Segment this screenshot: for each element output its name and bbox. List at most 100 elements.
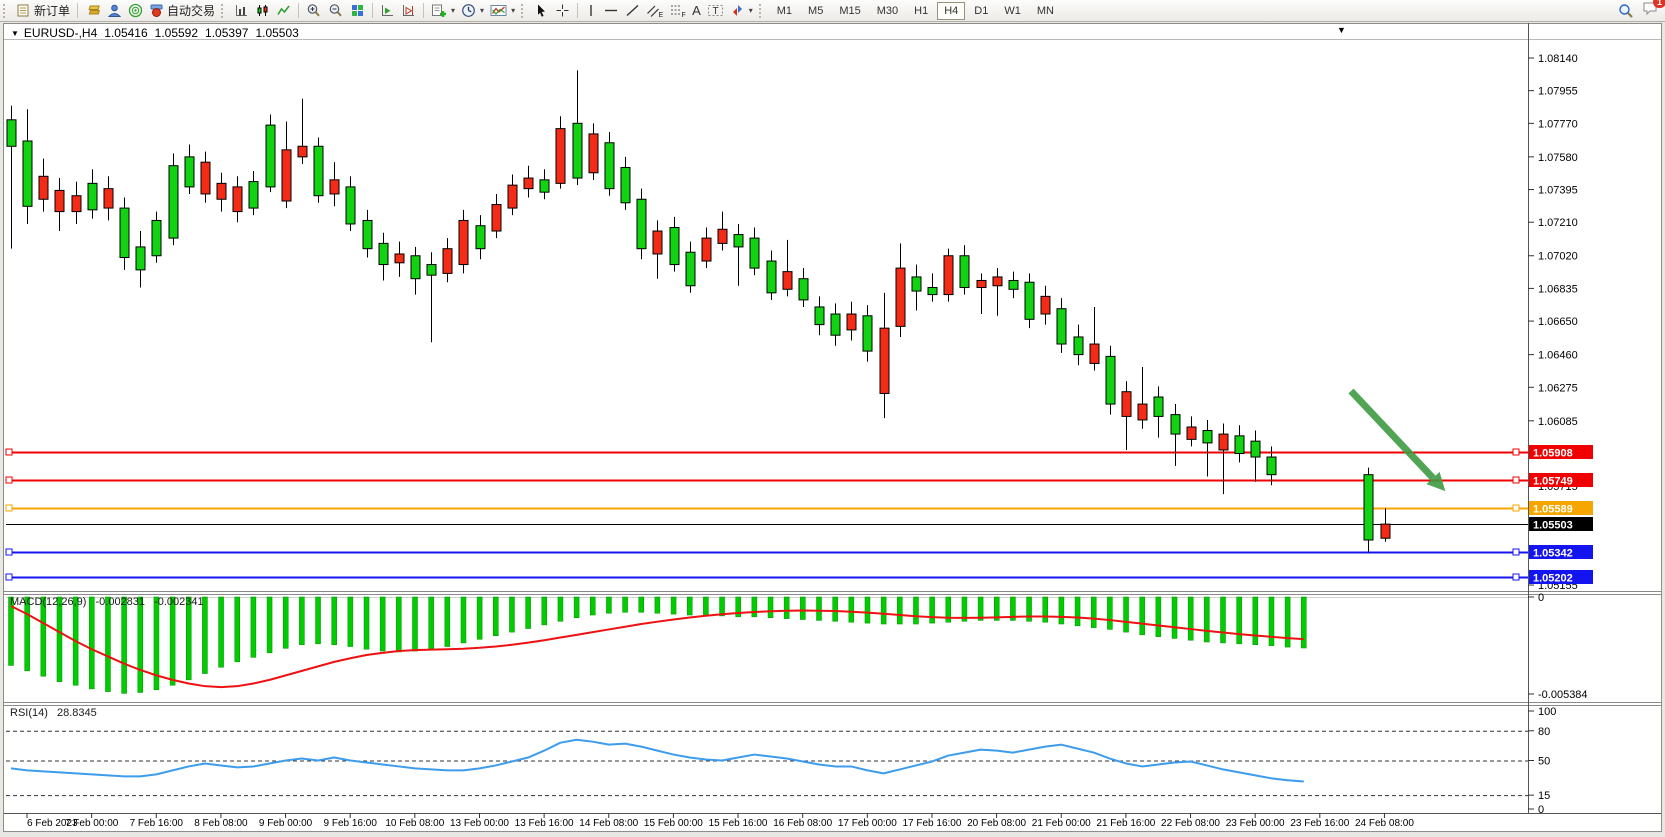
cursor-icon bbox=[538, 4, 546, 17]
timeframe-button-D1[interactable]: D1 bbox=[974, 4, 989, 17]
timeframe-group: M1 M5 M15 M30 H1 H4 D1 W1 MN bbox=[769, 1, 1062, 20]
chart-high-value: 1.05592 bbox=[154, 26, 199, 40]
trendline-button[interactable] bbox=[622, 1, 643, 20]
autotrade-label: 自动交易 bbox=[167, 4, 216, 18]
autotrade-button[interactable]: 自动交易 bbox=[146, 1, 218, 20]
market-watch-button[interactable] bbox=[82, 1, 104, 20]
line-chart-button[interactable] bbox=[273, 1, 294, 20]
chart-window bbox=[3, 23, 1662, 832]
svg-text:T: T bbox=[712, 6, 718, 17]
svg-text:F: F bbox=[682, 12, 686, 18]
tile-windows-icon bbox=[352, 5, 364, 16]
bar-chart-button[interactable] bbox=[231, 1, 252, 20]
rsi-value: 28.8345 bbox=[56, 707, 97, 719]
candlestick-icon bbox=[257, 5, 268, 16]
new-chart-button[interactable]: ▾ bbox=[428, 1, 458, 20]
auto-scroll-button[interactable] bbox=[377, 1, 398, 20]
dropdown-caret-icon: ▾ bbox=[480, 6, 485, 15]
toolbar-grip[interactable] bbox=[3, 3, 9, 18]
timeframe-button-M15[interactable]: M15 bbox=[839, 4, 861, 17]
accounts-button[interactable] bbox=[104, 1, 125, 20]
clock-icon bbox=[462, 4, 475, 17]
toolbar-grip[interactable] bbox=[521, 3, 527, 18]
zoom-out-icon bbox=[329, 4, 342, 17]
chart-low-value: 1.05397 bbox=[205, 26, 249, 40]
timeframe-button-M5[interactable]: M5 bbox=[808, 4, 824, 17]
timeframe-button-MN[interactable]: MN bbox=[1036, 4, 1054, 17]
rsi-indicator-label: RSI(14) 28.8345 bbox=[10, 707, 103, 719]
bar-chart-icon bbox=[236, 5, 248, 16]
fibonacci-button[interactable]: F bbox=[666, 1, 689, 20]
toolbar-grip[interactable] bbox=[221, 3, 227, 18]
dropdown-caret-icon: ▾ bbox=[511, 6, 516, 15]
indicators-icon bbox=[490, 5, 507, 16]
title-triangle-icon: ▼ bbox=[11, 28, 19, 38]
timeframe-button-H4[interactable]: H4 bbox=[937, 1, 966, 20]
trendline-icon bbox=[626, 4, 639, 17]
svg-text:E: E bbox=[659, 12, 664, 18]
toolbar-separator bbox=[298, 3, 300, 18]
crosshair-button[interactable] bbox=[552, 1, 573, 20]
main-toolbar: 新订单 自动交易 ▾ bbox=[0, 0, 1665, 22]
chart-open-value: 1.05416 bbox=[104, 26, 148, 40]
signals-button[interactable] bbox=[125, 1, 146, 20]
timeframe-button-H1[interactable]: H1 bbox=[914, 4, 929, 17]
auto-scroll-icon bbox=[382, 5, 394, 16]
horizontal-line-button[interactable] bbox=[600, 1, 622, 20]
timeframe-button-M1[interactable]: M1 bbox=[776, 4, 793, 17]
notifications-button[interactable]: 1 bbox=[1642, 0, 1665, 21]
channel-icon: E bbox=[647, 5, 664, 18]
toolbar-separator bbox=[423, 3, 425, 18]
chart-close-value: 1.05503 bbox=[255, 26, 299, 40]
cursor-button[interactable] bbox=[531, 1, 552, 20]
line-chart-icon bbox=[277, 5, 290, 15]
timeframe-button-M30[interactable]: M30 bbox=[876, 4, 899, 17]
fibonacci-icon: F bbox=[671, 5, 686, 18]
horizontal-line-icon bbox=[605, 9, 618, 12]
chart-symbol-period: EURUSD-,H4 bbox=[23, 26, 98, 40]
new-order-label: 新订单 bbox=[34, 4, 71, 18]
rsi-name: RSI(14) bbox=[10, 707, 48, 719]
text-tool-icon: A bbox=[692, 3, 701, 18]
indicators-button[interactable]: ▾ bbox=[487, 1, 518, 20]
dropdown-caret-icon: ▾ bbox=[451, 6, 456, 15]
new-order-icon bbox=[17, 4, 29, 17]
stack-icon bbox=[88, 5, 101, 15]
new-chart-icon bbox=[432, 4, 447, 17]
periods-button[interactable]: ▾ bbox=[458, 1, 487, 20]
candlestick-chart-button[interactable] bbox=[252, 1, 273, 20]
dropdown-caret-icon: ▾ bbox=[748, 6, 753, 15]
toolbar-separator bbox=[372, 3, 374, 18]
macd-name: MACD(12,26,9) bbox=[10, 596, 87, 608]
notification-badge: 1 bbox=[1652, 0, 1665, 8]
chart-shift-button[interactable] bbox=[398, 1, 419, 20]
tile-windows-button[interactable] bbox=[347, 1, 368, 20]
vertical-line-button[interactable] bbox=[582, 1, 600, 20]
zoom-in-button[interactable] bbox=[303, 1, 325, 20]
zoom-out-button[interactable] bbox=[325, 1, 347, 20]
chart-title-bar[interactable]: ▼ EURUSD-,H4 1.05416 1.05592 1.05397 1.0… bbox=[11, 26, 306, 40]
toolbar-separator bbox=[577, 3, 579, 18]
text-tool-button[interactable]: A bbox=[689, 1, 704, 20]
scroll-end-marker-icon[interactable]: ▼ bbox=[1337, 25, 1346, 35]
macd-signal-value: -0.002341 bbox=[154, 596, 204, 608]
macd-indicator-label: MACD(12,26,9) -0.002831 -0.002341 bbox=[10, 596, 210, 608]
crosshair-icon bbox=[556, 4, 569, 17]
search-icon[interactable] bbox=[1618, 3, 1634, 19]
profile-icon bbox=[107, 4, 122, 17]
vertical-line-icon bbox=[590, 5, 592, 16]
chart-shift-icon bbox=[403, 5, 415, 16]
equidistant-channel-button[interactable]: E bbox=[643, 1, 666, 20]
arrows-tool-icon bbox=[732, 5, 742, 16]
autotrade-icon bbox=[150, 4, 163, 17]
text-label-icon: T bbox=[707, 5, 723, 17]
signal-icon bbox=[128, 3, 143, 18]
text-label-button[interactable]: T bbox=[704, 1, 727, 20]
arrows-tool-button[interactable]: ▾ bbox=[727, 1, 756, 20]
timeframe-button-W1[interactable]: W1 bbox=[1004, 4, 1021, 17]
macd-value: -0.002831 bbox=[95, 596, 146, 608]
toolbar-separator bbox=[77, 3, 79, 18]
toolbar-grip[interactable] bbox=[758, 3, 765, 18]
new-order-button[interactable]: 新订单 bbox=[13, 1, 73, 20]
zoom-in-icon bbox=[307, 4, 320, 17]
